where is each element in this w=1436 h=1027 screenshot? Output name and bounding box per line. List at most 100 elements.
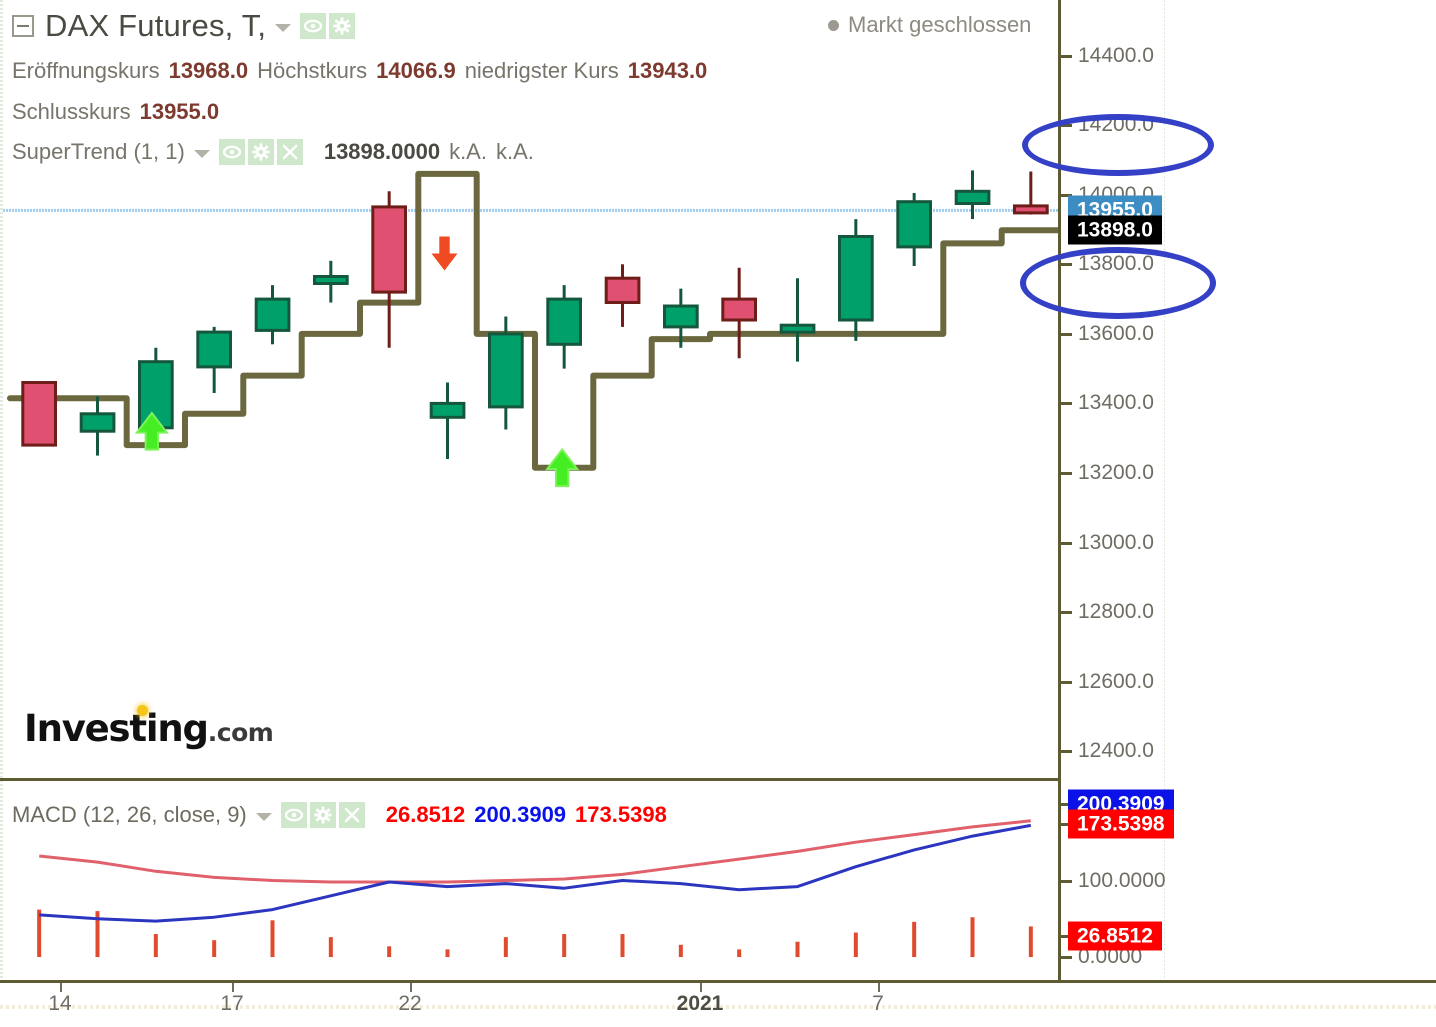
eye-icon[interactable] xyxy=(218,139,245,165)
y-axis-label: 12800.0 xyxy=(1078,600,1154,624)
y-axis-tick xyxy=(1061,750,1072,754)
macd-chart-svg xyxy=(37,819,1033,958)
candle-body xyxy=(896,200,932,249)
high-label: Höchstkurs xyxy=(257,58,368,83)
candle-body xyxy=(254,297,291,332)
x-axis-tick xyxy=(700,983,702,992)
close-x-icon[interactable] xyxy=(338,802,365,828)
chevron-down-icon[interactable] xyxy=(193,150,210,158)
macd-signal-line xyxy=(39,819,1031,884)
y-axis-tick xyxy=(1061,611,1072,615)
x-axis-label: 7 xyxy=(872,992,884,1015)
x-axis-tick xyxy=(410,983,412,992)
y-axis-label: 13200.0 xyxy=(1078,460,1154,484)
y-axis-tick xyxy=(1061,541,1072,545)
candle-body xyxy=(21,381,57,447)
candle-body xyxy=(196,330,233,369)
price-chart-pane xyxy=(0,170,1060,488)
macd-y-axis-tick xyxy=(1061,935,1072,939)
supertrend-value: 13898.0000 xyxy=(323,139,441,164)
legend-row-symbol: DAX Futures, T, xyxy=(12,8,358,44)
sell-signal-arrow-icon xyxy=(431,236,458,271)
open-label: Eröffnungskurs xyxy=(12,58,160,83)
pane-separator xyxy=(0,778,1060,781)
x-axis-label: 22 xyxy=(398,992,422,1015)
x-axis-tick xyxy=(60,983,62,992)
macd-signal-value: 173.5398 xyxy=(575,802,667,827)
y-axis-tick xyxy=(1061,402,1072,406)
low-value: 13943.0 xyxy=(627,58,708,83)
macd-y-axis-tick xyxy=(1061,802,1072,806)
candle-body xyxy=(79,412,116,433)
gear-icon[interactable] xyxy=(329,13,356,39)
status-dot-icon xyxy=(828,19,839,31)
eye-icon[interactable] xyxy=(280,802,307,828)
x-axis-label: 17 xyxy=(220,992,244,1015)
logo-word: Investing xyxy=(24,707,209,750)
buy-signal-arrow-icon xyxy=(545,447,580,488)
x-axis-tick xyxy=(878,983,880,992)
close-value: 13955.0 xyxy=(139,99,220,124)
gear-icon[interactable] xyxy=(247,139,274,165)
investing-logo: Investing .com xyxy=(24,705,274,750)
candle-body xyxy=(604,276,641,305)
y-axis-label: 12600.0 xyxy=(1078,669,1154,693)
macd-hist-value: 26.8512 xyxy=(385,802,466,827)
gear-icon[interactable] xyxy=(309,802,336,828)
chart-legend: DAX Futures, T, Eröffnungskurs 13968.0 H… xyxy=(0,0,1060,178)
macd-legend: MACD (12, 26, close, 9) 26.8512 200.3909… xyxy=(12,802,667,828)
y-axis-line xyxy=(1058,0,1061,983)
eye-icon[interactable] xyxy=(300,13,327,39)
x-axis-tick xyxy=(232,983,234,992)
candle-body xyxy=(313,275,349,285)
candle-body xyxy=(371,205,407,294)
y-axis-tick xyxy=(1061,332,1072,336)
logo-tld: .com xyxy=(207,718,274,747)
close-x-icon[interactable] xyxy=(276,139,303,165)
right-grid-line xyxy=(1164,0,1165,980)
y-axis-tick xyxy=(1061,680,1072,684)
candle-body xyxy=(779,323,816,334)
chevron-down-icon[interactable] xyxy=(255,813,272,821)
candle-body xyxy=(954,189,991,206)
candle-body xyxy=(1013,204,1049,215)
supertrend-na-2: k.A. xyxy=(495,139,534,164)
chevron-down-icon[interactable] xyxy=(275,24,292,32)
left-grid-edge xyxy=(0,0,3,980)
macd-macd-value: 200.3909 xyxy=(474,802,567,827)
candle-body xyxy=(663,304,699,329)
low-label: niedrigster Kurs xyxy=(464,58,619,83)
candle-body xyxy=(546,297,582,346)
candle-body xyxy=(838,235,874,322)
close-label: Schlusskurs xyxy=(12,99,131,124)
macd-badge-signal: 173.5398 xyxy=(1068,809,1174,839)
open-value: 13968.0 xyxy=(168,58,249,83)
y-axis-label: 13400.0 xyxy=(1078,391,1154,415)
supertrend-na-1: k.A. xyxy=(449,139,487,164)
collapse-box-icon[interactable] xyxy=(12,15,34,37)
y-axis-label: 13600.0 xyxy=(1078,321,1154,345)
legend-row-ohlc: Eröffnungskurs 13968.0 Höchstkurs 14066.… xyxy=(12,58,707,84)
candle-body xyxy=(488,332,524,409)
macd-badge-hist: 26.8512 xyxy=(1068,921,1162,951)
y-axis-label: 12400.0 xyxy=(1078,739,1154,763)
macd-y-axis-tick xyxy=(1061,956,1072,960)
candle-body xyxy=(429,401,466,419)
buy-signal-arrow-icon xyxy=(134,411,169,451)
legend-row-close: Schlusskurs 13955.0 xyxy=(12,99,219,125)
market-status: Markt geschlossen xyxy=(828,12,1031,38)
candle-body xyxy=(721,297,757,322)
high-value: 14066.9 xyxy=(376,58,456,83)
macd-chart-pane xyxy=(0,781,1060,980)
y-axis-tick xyxy=(1061,54,1072,58)
price-chart-svg xyxy=(0,170,1060,488)
macd-y-axis-tick xyxy=(1061,823,1072,827)
price-badge-supertrend: 13898.0 xyxy=(1068,215,1162,245)
supertrend-name: SuperTrend (1, 1) xyxy=(12,139,185,164)
x-axis-label: 2021 xyxy=(676,992,724,1015)
macd-name: MACD (12, 26, close, 9) xyxy=(12,802,247,827)
y-axis-label: 13000.0 xyxy=(1078,530,1154,554)
y-axis-label: 14400.0 xyxy=(1078,43,1154,67)
x-axis-band xyxy=(0,1005,1436,1009)
annotation-ellipse-14200 xyxy=(1022,114,1214,176)
